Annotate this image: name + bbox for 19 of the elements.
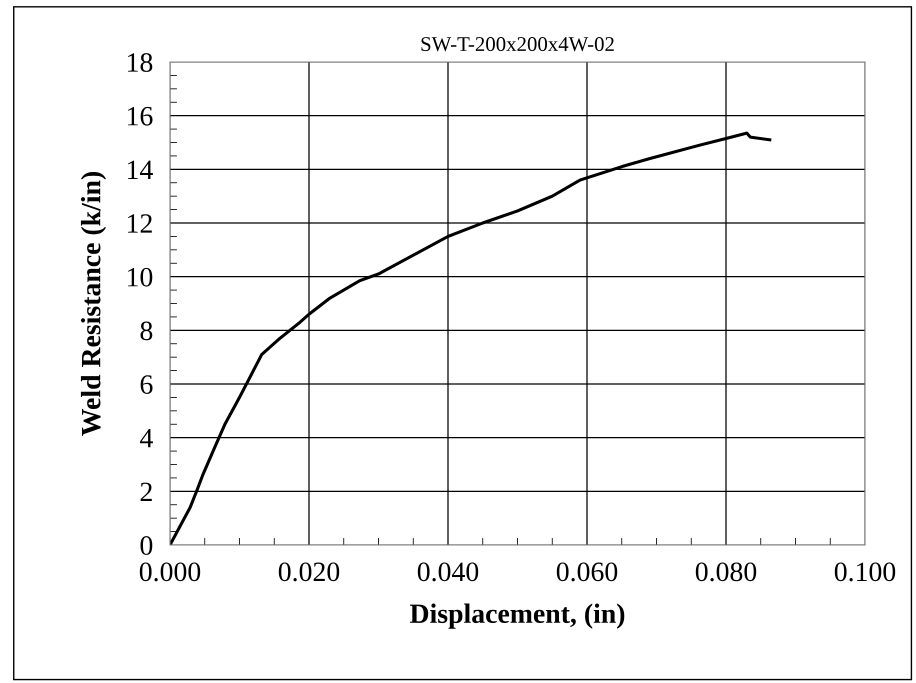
y-tick-label: 8	[140, 322, 152, 340]
x-tick-label: 0.080	[696, 562, 756, 582]
y-tick-label: 0	[140, 536, 152, 555]
y-tick-label: 6	[140, 375, 153, 394]
x-tick-label: 0.060	[556, 562, 618, 582]
y-tick-label: 10	[128, 268, 152, 287]
y-tick-label: 16	[128, 106, 153, 126]
y-tick-label: 12	[128, 214, 152, 233]
y-tick-label: 4	[140, 429, 153, 448]
y-tick-label: 2	[140, 482, 152, 501]
x-axis-title: Displacement, (in)	[410, 604, 624, 629]
x-tick-label: 0.000	[140, 562, 200, 582]
x-tick-label: 0.020	[278, 562, 340, 582]
y-axis-title: Weld Resistance (k/in)	[80, 172, 106, 436]
y-tick-label: 14	[128, 160, 153, 179]
chart-title: SW-T-200x200x4W-02	[421, 37, 614, 52]
y-tick-label: 18	[128, 53, 152, 72]
x-tick-label: 0.100	[834, 562, 896, 582]
x-tick-label: 0.040	[418, 562, 478, 582]
